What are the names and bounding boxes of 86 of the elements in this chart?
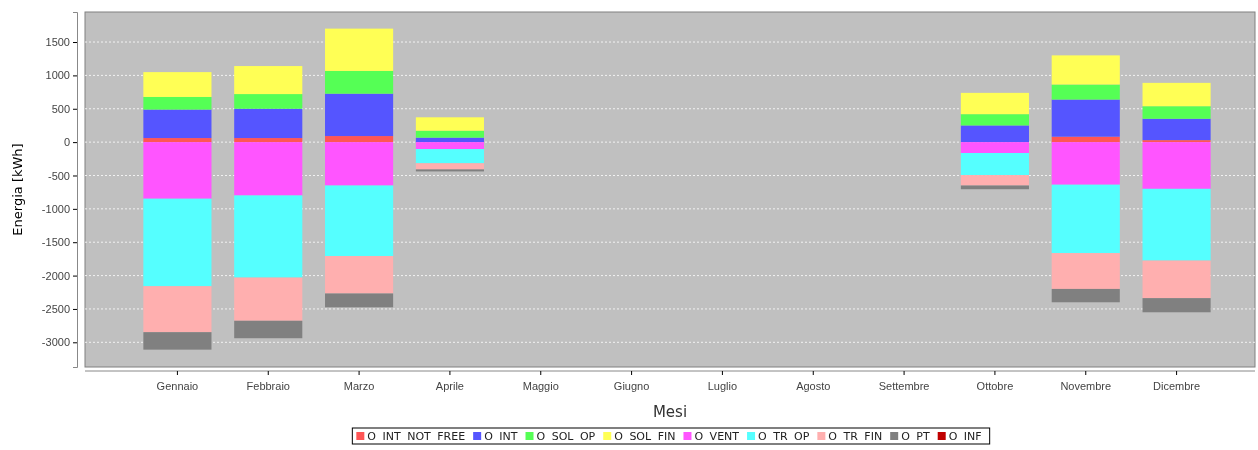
x-tick-label: Settembre xyxy=(878,380,930,393)
bar xyxy=(1142,142,1211,189)
y-tick-label: 1000 xyxy=(45,69,70,82)
bar xyxy=(960,114,1029,126)
bar xyxy=(1051,253,1120,289)
x-tick-label: Febbraio xyxy=(246,380,290,393)
x-tick-label: Gennaio xyxy=(156,380,199,393)
bar xyxy=(234,108,303,139)
x-axis-title: Mesi xyxy=(652,403,688,421)
bar xyxy=(234,138,303,143)
bar xyxy=(325,28,394,71)
x-tick-label: Marzo xyxy=(343,380,375,393)
bar xyxy=(143,198,212,287)
bar xyxy=(1142,260,1211,299)
bar xyxy=(960,153,1029,176)
x-tick-label: Novembre xyxy=(1060,380,1112,393)
x-tick-label: Dicembre xyxy=(1153,380,1201,393)
legend-label: O TR OP xyxy=(758,430,810,443)
bar xyxy=(415,117,484,131)
bar xyxy=(325,256,394,294)
bar xyxy=(415,163,484,170)
x-tick-label: Aprile xyxy=(435,380,464,393)
bar xyxy=(960,142,1029,153)
legend-label: O VENT xyxy=(694,430,740,443)
bar xyxy=(415,149,484,164)
bar xyxy=(415,142,484,150)
bar xyxy=(960,125,1029,143)
bar xyxy=(1142,298,1211,313)
bar xyxy=(1142,106,1211,119)
bar xyxy=(325,70,394,94)
bar xyxy=(143,72,212,97)
bar xyxy=(143,138,212,143)
bar xyxy=(325,93,394,137)
bar xyxy=(234,277,303,321)
legend-label: O INF xyxy=(948,430,982,443)
bar xyxy=(960,92,1029,115)
y-axis-title: Energia [kWh] xyxy=(10,143,25,236)
bar xyxy=(143,286,212,333)
bar xyxy=(325,136,394,143)
x-tick-label: Maggio xyxy=(522,380,559,393)
bar xyxy=(143,142,212,199)
legend-label: O SOL OP xyxy=(536,430,596,443)
bar xyxy=(1142,140,1211,143)
bar xyxy=(325,185,394,257)
bar xyxy=(234,142,303,196)
bar xyxy=(1142,118,1211,141)
bar xyxy=(1051,99,1120,137)
bar xyxy=(1051,288,1120,303)
y-tick-label: 500 xyxy=(51,102,70,115)
y-tick-label: -500 xyxy=(47,169,70,182)
y-tick-label: -2500 xyxy=(41,302,70,315)
bar xyxy=(960,175,1029,186)
bar xyxy=(1051,136,1120,143)
bar xyxy=(143,332,212,350)
bar xyxy=(1051,184,1120,254)
bar xyxy=(1051,84,1120,100)
bar xyxy=(143,96,212,110)
y-tick-label: -3000 xyxy=(41,336,70,349)
bar xyxy=(234,320,303,339)
bar xyxy=(1051,142,1120,185)
y-tick-label: 1500 xyxy=(45,36,70,49)
bar xyxy=(234,195,303,278)
y-tick-label: -2000 xyxy=(41,269,70,282)
y-tick-label: 0 xyxy=(63,136,70,149)
legend-label: O TR FIN xyxy=(828,430,883,443)
bar xyxy=(325,142,394,186)
bar xyxy=(325,293,394,308)
x-tick-label: Ottobre xyxy=(976,380,1014,393)
x-tick-label: Giugno xyxy=(613,380,650,393)
x-tick-label: Luglio xyxy=(707,380,738,393)
bar xyxy=(960,185,1029,190)
legend-label: O PT xyxy=(901,430,930,443)
bar xyxy=(143,109,212,139)
bar xyxy=(234,66,303,95)
y-tick-label: -1000 xyxy=(41,202,70,215)
bar xyxy=(234,94,303,109)
bar xyxy=(1051,55,1120,85)
legend-label: O INT NOT FREE xyxy=(367,430,466,443)
bar xyxy=(415,169,484,172)
y-tick-label: -1500 xyxy=(41,236,70,249)
bar xyxy=(415,130,484,138)
x-tick-label: Agosto xyxy=(796,380,831,393)
bar xyxy=(1142,82,1211,107)
legend-label: O INT xyxy=(484,430,518,443)
bar xyxy=(1142,188,1211,261)
legend-label: O SOL FIN xyxy=(614,430,676,443)
